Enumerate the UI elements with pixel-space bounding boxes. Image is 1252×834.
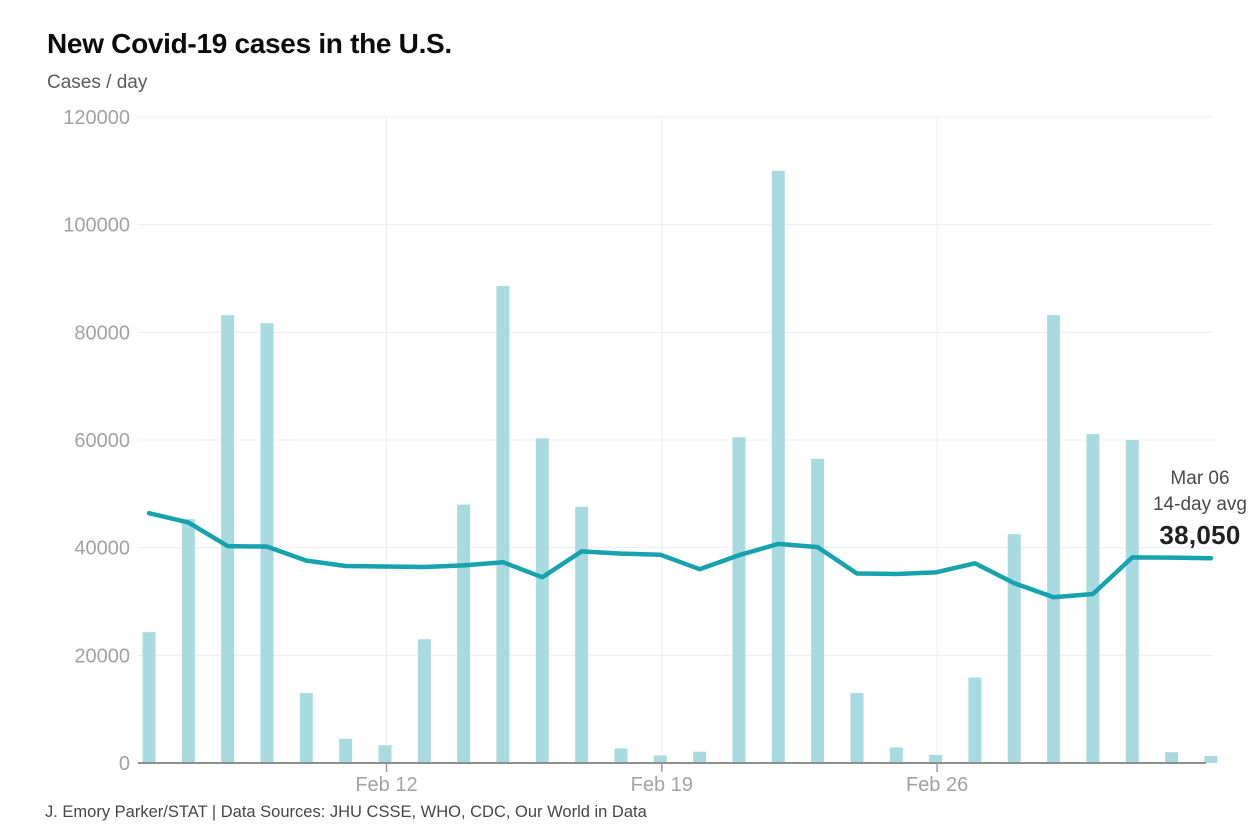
source-credit: J. Emory Parker/STAT | Data Sources: JHU… xyxy=(45,803,647,821)
daily-cases-bar xyxy=(260,323,274,763)
daily-cases-bar xyxy=(181,519,195,763)
x-axis-tick-label: Feb 12 xyxy=(355,774,417,796)
daily-cases-bar xyxy=(575,506,589,763)
y-axis-tick-label: 60000 xyxy=(74,430,130,452)
daily-cases-bar xyxy=(653,755,667,763)
daily-cases-bar xyxy=(1125,440,1139,763)
x-axis-tick-label: Feb 19 xyxy=(631,774,693,796)
daily-cases-bar xyxy=(693,751,707,763)
y-axis-tick-label: 120000 xyxy=(63,107,130,129)
daily-cases-bar xyxy=(1086,434,1100,763)
daily-cases-bar xyxy=(1047,315,1061,763)
daily-cases-bar xyxy=(417,639,431,763)
daily-cases-bar xyxy=(929,754,943,763)
line-end-annotation: Mar 06 14-day avg 38,050 xyxy=(1124,466,1252,551)
daily-cases-bar xyxy=(378,745,392,763)
y-axis-tick-label: 0 xyxy=(119,753,130,775)
daily-cases-bar xyxy=(732,437,746,763)
daily-cases-bar xyxy=(1165,752,1179,763)
daily-cases-bar xyxy=(221,315,235,763)
chart-subtitle: Cases / day xyxy=(47,72,148,93)
y-axis-tick-label: 80000 xyxy=(74,322,130,344)
daily-cases-bar xyxy=(535,438,549,763)
x-axis-tick-label: Feb 26 xyxy=(906,774,968,796)
annotation-date: Mar 06 xyxy=(1170,468,1230,489)
daily-cases-bar xyxy=(850,693,864,763)
y-axis-tick-label: 40000 xyxy=(74,538,130,560)
daily-cases-bar xyxy=(771,170,785,764)
daily-cases-bar xyxy=(496,286,510,763)
chart-title: New Covid-19 cases in the U.S. xyxy=(47,28,452,59)
daily-cases-bar xyxy=(1204,756,1218,763)
annotation-value: 38,050 xyxy=(1159,520,1241,551)
daily-cases-bar xyxy=(968,677,982,763)
y-axis-tick-label: 100000 xyxy=(63,215,130,237)
y-axis-tick-label: 20000 xyxy=(74,645,130,667)
daily-cases-bar xyxy=(811,458,825,763)
daily-cases-bar xyxy=(889,747,903,763)
daily-cases-bar xyxy=(457,504,471,763)
daily-cases-bar xyxy=(142,632,156,763)
daily-cases-bar xyxy=(1007,534,1021,763)
avg-line xyxy=(146,510,1214,600)
annotation-series-label: 14-day avg xyxy=(1152,493,1247,515)
daily-cases-bar xyxy=(614,748,628,763)
daily-cases-bar xyxy=(339,738,353,763)
daily-cases-bar xyxy=(299,693,313,763)
